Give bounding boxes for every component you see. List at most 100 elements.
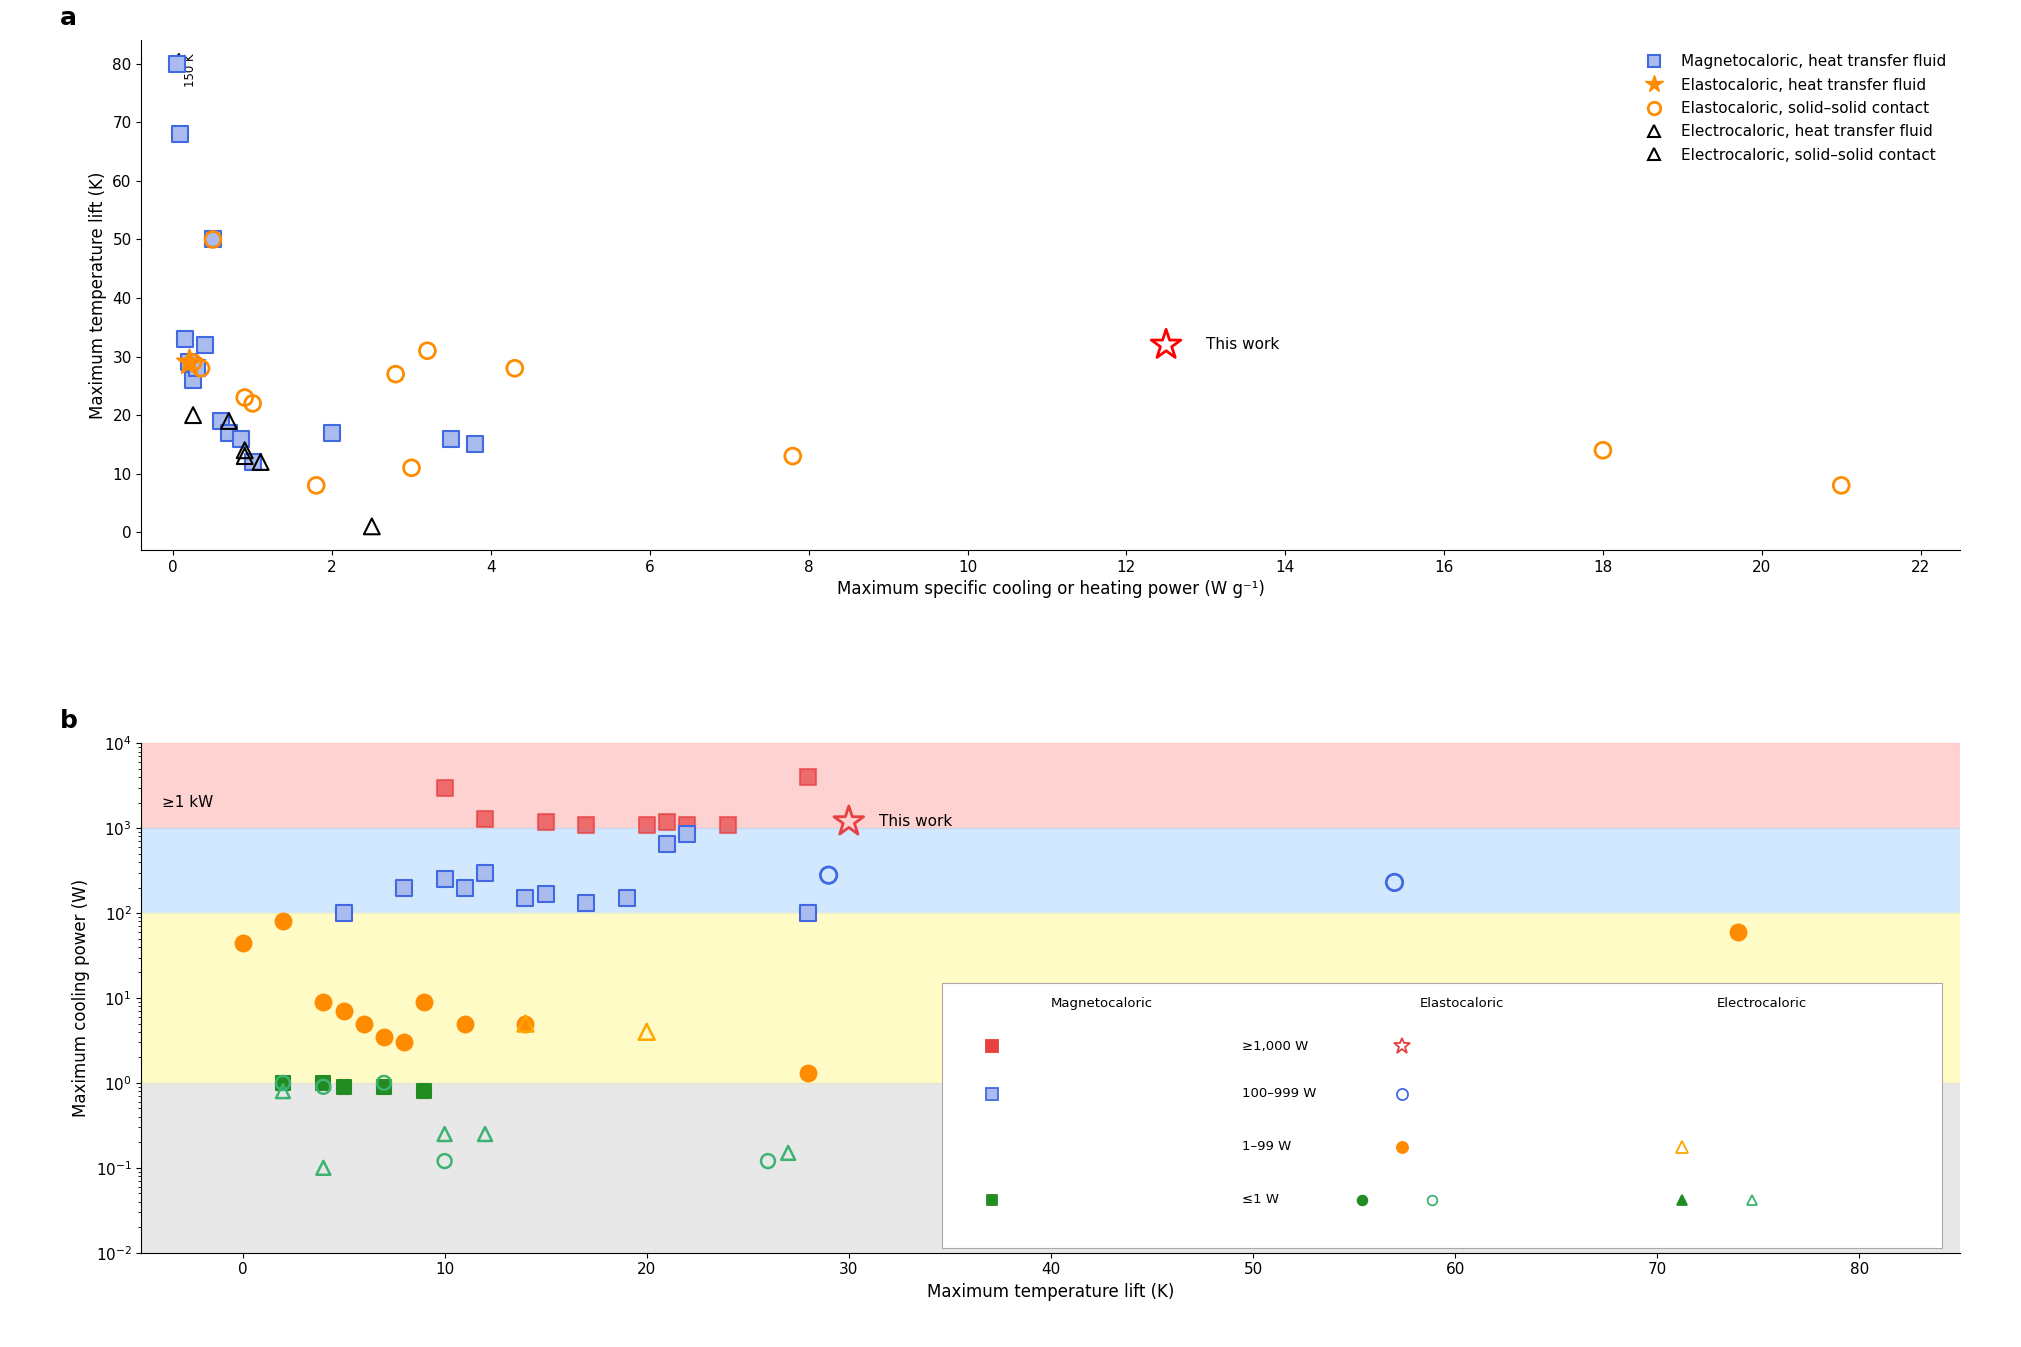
X-axis label: Maximum temperature lift (K): Maximum temperature lift (K)	[928, 1282, 1174, 1301]
Point	[380, 364, 412, 385]
Point	[356, 516, 388, 537]
Point	[776, 446, 808, 467]
Point	[267, 1080, 299, 1102]
Point	[469, 1123, 501, 1145]
Point	[327, 1076, 360, 1098]
Point	[449, 1013, 481, 1034]
Point	[212, 422, 245, 443]
Point	[307, 1157, 340, 1179]
Point	[410, 339, 443, 361]
Point	[196, 229, 228, 251]
Point	[1378, 872, 1411, 893]
Point	[792, 902, 825, 924]
X-axis label: Maximum specific cooling or heating power (W g⁻¹): Maximum specific cooling or heating powe…	[837, 581, 1265, 598]
Point	[178, 352, 210, 373]
Point	[509, 1013, 542, 1034]
Point	[792, 766, 825, 788]
Point	[469, 808, 501, 830]
Point	[162, 53, 194, 74]
Point	[212, 411, 245, 432]
Point	[459, 434, 491, 455]
Point	[651, 811, 683, 832]
Point	[388, 1032, 420, 1053]
Point	[408, 1080, 441, 1102]
Point	[228, 446, 261, 467]
Bar	[141, 744, 1960, 828]
Point	[428, 1123, 461, 1145]
Point	[631, 1021, 663, 1043]
Point	[428, 777, 461, 799]
Point	[348, 1013, 380, 1034]
Point	[671, 823, 703, 845]
Point	[267, 1072, 299, 1094]
Text: a: a	[61, 7, 77, 30]
Point	[812, 865, 845, 886]
Point	[204, 411, 236, 432]
Point	[224, 428, 257, 450]
Point	[188, 334, 220, 356]
Text: 150 K: 150 K	[184, 54, 198, 88]
Point	[267, 911, 299, 932]
Point	[509, 888, 542, 909]
Point	[174, 352, 206, 373]
Point	[711, 814, 744, 835]
Point	[299, 474, 331, 496]
Point	[570, 814, 602, 835]
Point	[530, 811, 562, 832]
Point	[170, 329, 202, 350]
Point	[435, 428, 467, 450]
Point	[752, 1150, 784, 1172]
Point	[368, 1072, 400, 1094]
Y-axis label: Maximum cooling power (W): Maximum cooling power (W)	[73, 880, 91, 1117]
Point	[610, 888, 643, 909]
Point	[1825, 474, 1857, 496]
Point	[499, 357, 532, 379]
Point	[388, 877, 420, 898]
Point	[651, 834, 683, 855]
Bar	[141, 913, 1960, 1083]
Point	[267, 1072, 299, 1094]
Point	[408, 991, 441, 1013]
Point	[772, 1142, 804, 1164]
Point	[396, 457, 428, 478]
Text: ≥1 kW: ≥1 kW	[162, 795, 212, 810]
Text: This work: This work	[879, 814, 952, 828]
Point	[327, 1001, 360, 1022]
Point	[428, 1150, 461, 1172]
Point	[178, 369, 210, 391]
Point	[236, 392, 269, 414]
Point	[449, 877, 481, 898]
Point	[1722, 921, 1754, 943]
Point	[226, 932, 259, 954]
Point	[368, 1026, 400, 1048]
Point	[245, 451, 277, 473]
Point	[509, 1013, 542, 1034]
Point	[428, 869, 461, 890]
Point	[307, 991, 340, 1013]
Point	[833, 811, 865, 832]
Text: This work: This work	[1207, 337, 1279, 353]
Point	[228, 439, 261, 461]
Point	[307, 1072, 340, 1094]
Point	[327, 902, 360, 924]
Y-axis label: Maximum temperature lift (K): Maximum temperature lift (K)	[89, 171, 107, 419]
Point	[182, 357, 214, 379]
Point	[570, 893, 602, 915]
Point	[469, 862, 501, 884]
Bar	[141, 828, 1960, 913]
Point	[792, 1063, 825, 1084]
Point	[530, 882, 562, 904]
Point	[228, 387, 261, 408]
Point	[178, 404, 210, 426]
Bar	[141, 1083, 1960, 1253]
Point	[315, 422, 348, 443]
Point	[236, 451, 269, 473]
Legend: Magnetocaloric, heat transfer fluid, Elastocaloric, heat transfer fluid, Elastoc: Magnetocaloric, heat transfer fluid, Ela…	[1633, 48, 1952, 168]
Point	[631, 814, 663, 835]
Point	[368, 1076, 400, 1098]
Point	[164, 124, 196, 145]
Point	[1586, 439, 1619, 461]
Point	[1150, 334, 1182, 356]
Point	[307, 1076, 340, 1098]
Point	[174, 352, 206, 373]
